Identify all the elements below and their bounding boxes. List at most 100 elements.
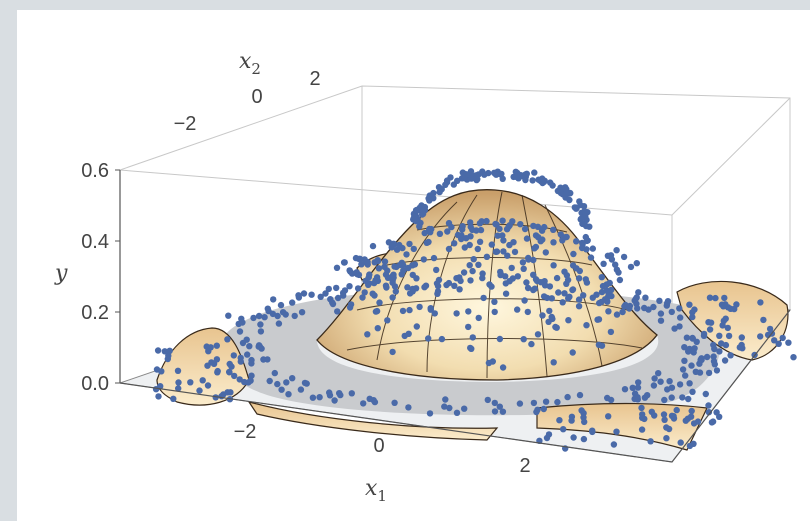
data-point [477,226,485,234]
data-point [528,340,535,348]
data-point [356,255,364,262]
data-point [568,417,575,424]
data-point [475,314,482,322]
data-point [547,179,554,186]
data-point [461,244,468,251]
data-point [291,312,298,320]
data-point [598,274,605,281]
data-point [285,391,292,398]
data-point [425,335,432,342]
data-point [365,280,373,287]
data-point [682,372,689,379]
data-point [694,418,702,425]
data-point [543,294,551,302]
data-point [668,412,676,419]
data-point [476,220,484,227]
data-point [298,309,306,316]
data-point [325,285,332,293]
data-point [550,239,557,246]
data-point [522,176,529,184]
data-point [650,382,658,389]
data-point [421,229,428,237]
data-point [724,324,731,332]
data-point [587,254,595,261]
data-point [465,323,472,331]
data-point [430,189,437,197]
data-point [331,397,338,404]
data-point [374,325,381,332]
data-point [621,386,629,393]
data-point [214,369,221,376]
data-point [333,264,341,271]
data-point [696,369,704,376]
data-point [488,241,495,248]
data-point [430,254,438,262]
y-tick-label: 0.4 [81,231,109,253]
data-point [570,434,577,441]
data-point [524,308,531,316]
data-point [266,377,273,385]
data-point [519,259,527,266]
data-point [689,335,696,342]
data-point [301,379,309,387]
data-point [525,254,532,262]
data-point [565,317,572,324]
data-point [391,263,398,270]
data-point [199,377,206,384]
data-point [409,286,416,293]
data-point [245,379,252,386]
data-point [673,406,680,414]
data-point [534,406,541,413]
data-point [239,319,246,326]
data-point [687,413,695,420]
data-point [605,308,612,315]
data-point [686,380,693,387]
y-tick-label: 0.6 [81,160,109,182]
data-point [412,217,419,224]
data-point [230,352,237,359]
data-point [712,294,719,302]
data-point [289,375,296,382]
data-point [575,303,583,310]
data-point [663,435,670,442]
data-point [492,248,500,255]
data-point [613,428,620,435]
data-point [639,414,646,421]
data-point [531,285,538,292]
x2-axis-label-main: x [239,49,252,74]
data-point [634,396,641,403]
data-point [454,177,461,184]
data-point [721,357,729,364]
data-point [355,271,363,279]
data-point [510,239,517,246]
data-point [550,262,557,269]
data-point [647,438,654,445]
data-point [213,342,220,349]
data-point [465,308,472,315]
data-point [225,312,232,319]
data-point [629,384,636,391]
data-point [657,310,665,317]
data-point [575,296,583,303]
data-point [612,261,619,268]
data-point [469,334,476,341]
data-point [227,389,234,396]
data-point [460,269,468,276]
data-point [697,356,704,364]
data-point [243,336,250,343]
data-point [679,394,686,401]
data-point [329,300,337,308]
data-point [491,399,498,407]
data-point [613,247,620,254]
data-point [616,276,624,284]
data-point [496,403,503,410]
data-point [369,290,376,297]
data-point [392,288,399,295]
surface-plot-3d[interactable]: 0.0 0.2 0.4 0.6 y −2 0 2 x1 −2 0 2 x2 [17,10,810,521]
data-point [414,207,421,214]
data-point [721,294,728,302]
data-point [492,220,499,228]
data-point [435,184,443,191]
data-point [553,274,561,282]
data-point [255,343,262,350]
